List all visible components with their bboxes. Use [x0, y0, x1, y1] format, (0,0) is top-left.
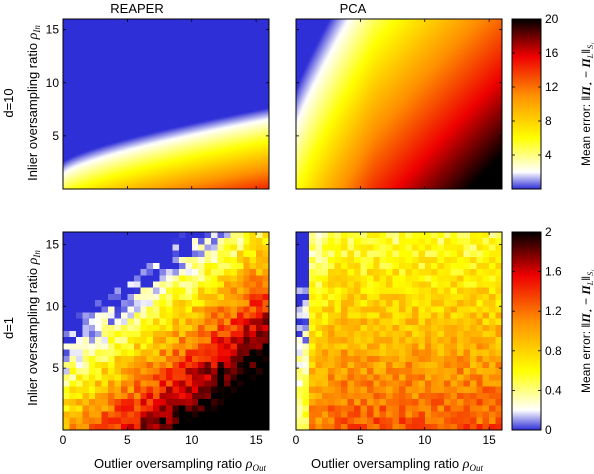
colorbar-tick-label: 1.6: [545, 265, 562, 279]
x-axis-label-text: Outlier oversampling ratio: [311, 456, 463, 471]
row-label-d10: d=10: [1, 88, 16, 117]
x-tick-label: 0: [293, 433, 300, 447]
colorbar-tick-label: 8: [545, 114, 552, 128]
y-axis-symbol: ρ: [26, 257, 41, 265]
y-tick-label: 5: [52, 129, 59, 143]
svg-text:Inlier oversampling ratio ρIn: Inlier oversampling ratio ρIn: [25, 250, 42, 406]
x-tick-label: 15: [482, 433, 496, 447]
y-axis-subscript: In: [32, 25, 42, 34]
y-tick-label: 15: [46, 237, 60, 251]
colorbar-bottom-fill: [511, 231, 542, 431]
colorbar-tick-label: 4: [545, 148, 552, 162]
panel-frame-2: [62, 231, 270, 431]
y-axis-label-text: Inlier oversampling ratio: [25, 39, 40, 181]
heatmap-image-2: [63, 232, 269, 430]
cb-label-norm-sub: S₁: [586, 42, 594, 49]
x-tick-label: 10: [185, 433, 199, 447]
cb-label-a-sub: ⋆: [586, 308, 594, 313]
x-tick-label: 10: [418, 433, 432, 447]
cb-label-prefix: Mean error: ‖: [579, 323, 593, 393]
cb-label-suffix: ‖: [579, 49, 593, 54]
cb-label-b: Π: [579, 58, 593, 69]
colorbar-top-fill: [511, 18, 542, 190]
row-label-d1: d=1: [1, 317, 16, 339]
y-tick-label: 10: [46, 299, 60, 313]
cb-label-norm-sub: S₁: [586, 269, 594, 276]
colorbar-label-top: Mean error: ‖Π⋆ − ΠL‖S₁: [579, 42, 594, 166]
x-tick-label: 5: [357, 433, 364, 447]
cb-label-a: Π: [579, 86, 593, 97]
colorbar-zero-label: 0: [545, 423, 552, 437]
panel-frame-3: [295, 231, 503, 431]
panel-frame-0: [62, 18, 270, 190]
colorbar-top: 4 8 12 16 20: [511, 12, 559, 190]
svg-text:Inlier oversampling ratio ρIn: Inlier oversampling ratio ρIn: [25, 25, 42, 181]
colorbar-tick-label: 1.2: [545, 304, 562, 318]
colorbar-bottom: 0.4 0.8 1.2 1.6 2 0: [511, 225, 562, 437]
y-axis-label-top: Inlier oversampling ratio ρIn: [25, 25, 42, 181]
x-axis-symbol: ρ: [245, 457, 253, 472]
x-tick-label: 15: [249, 433, 263, 447]
cb-label-b-sub: L: [586, 280, 594, 286]
cb-label-prefix: Mean error: ‖: [579, 96, 593, 166]
y-tick-label: 15: [46, 23, 60, 37]
y-axis-label-text: Inlier oversampling ratio: [25, 264, 40, 406]
heatmap-image-1: [296, 19, 502, 189]
svg-text:Mean error: ‖Π⋆ − ΠL‖S₁: Mean error: ‖Π⋆ − ΠL‖S₁: [579, 269, 594, 393]
colorbar-tick-label: 12: [545, 80, 559, 94]
x-axis-subscript: Out: [252, 463, 266, 473]
svg-text:Mean error: ‖Π⋆ − ΠL‖S₁: Mean error: ‖Π⋆ − ΠL‖S₁: [579, 42, 594, 166]
column-title-reaper: REAPER: [110, 1, 163, 16]
y-tick-label: 10: [46, 76, 60, 90]
x-tick-label: 5: [124, 433, 131, 447]
axes-ticks: 5 10 15 0 5 10 15 5 10 15 0 5 10 15: [46, 19, 502, 447]
column-title-pca: PCA: [340, 1, 367, 16]
colorbar-tick-label: 0.4: [545, 383, 562, 397]
cb-label-suffix: ‖: [579, 276, 593, 281]
colorbar-tick-label: 20: [545, 12, 559, 26]
x-axis-label-text: Outlier oversampling ratio: [94, 456, 246, 471]
cb-label-minus: −: [579, 68, 593, 82]
y-axis-subscript: In: [32, 250, 42, 259]
heatmap-image-0: [63, 19, 269, 189]
colorbar-tick-label: 0.8: [545, 344, 562, 358]
colorbar-tick-label: 2: [545, 225, 552, 239]
heatmap-panels: [62, 18, 503, 431]
cb-label-b-sub: L: [586, 53, 594, 59]
cb-label-a-sub: ⋆: [586, 81, 594, 86]
x-axis-symbol: ρ: [462, 457, 470, 472]
colorbar-label-bottom: Mean error: ‖Π⋆ − ΠL‖S₁: [579, 269, 594, 393]
y-axis-label-bottom: Inlier oversampling ratio ρIn: [25, 250, 42, 406]
panel-frame-1: [295, 18, 503, 190]
x-tick-label: 0: [60, 433, 67, 447]
y-axis-symbol: ρ: [26, 32, 41, 40]
colorbar-bottom-ticks: 0.4 0.8 1.2 1.6 2 0: [512, 225, 562, 437]
colorbar-tick-label: 16: [545, 46, 559, 60]
y-tick-label: 5: [52, 361, 59, 375]
cb-label-minus: −: [579, 295, 593, 309]
x-axis-subscript: Out: [469, 463, 483, 473]
x-axis-label-right: Outlier oversampling ratio ρOut: [311, 456, 483, 473]
cb-label-b: Π: [579, 285, 593, 296]
heatmap-image-3: [296, 232, 502, 430]
x-axis-label-left: Outlier oversampling ratio ρOut: [94, 456, 266, 473]
colorbar-top-ticks: 4 8 12 16 20: [512, 12, 559, 162]
cb-label-a: Π: [579, 313, 593, 324]
